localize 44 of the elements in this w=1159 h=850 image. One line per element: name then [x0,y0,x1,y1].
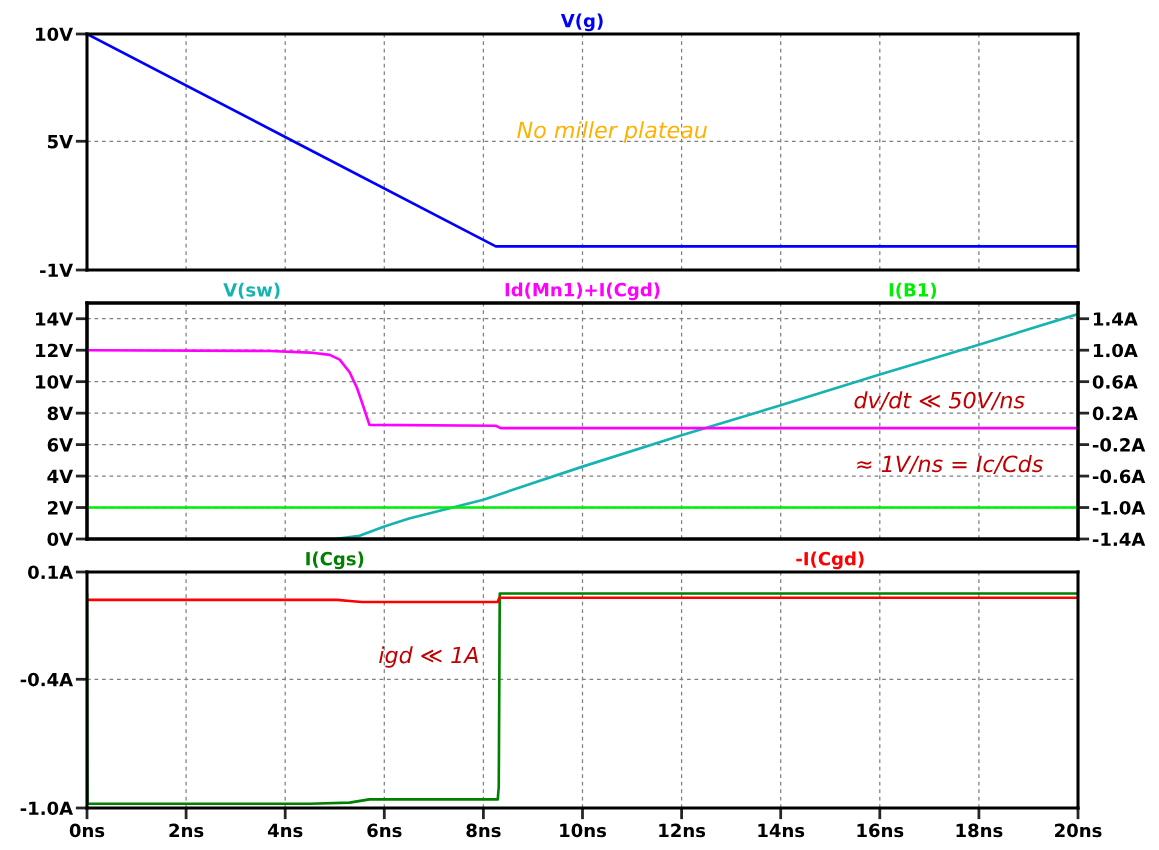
y-tick-label: 2V [48,500,74,515]
x-tick-label: 4ns [267,823,303,838]
x-tick-label: 8ns [466,823,501,838]
text: I(B1) [889,282,937,299]
y-tick-label: 0.1A [28,565,74,580]
x-tick-label: 16ns [857,823,904,838]
text: Id(Mn1)+I(Cgd) [505,282,660,301]
y-tick-label: -1V [40,263,74,277]
text: I(Cgs) [306,551,364,570]
x-tick-label: 2ns [169,823,204,838]
y-tick-label: 14V [36,312,74,326]
text: V(sw) [223,282,280,299]
y-tick-label: 8V [47,406,74,421]
y2-tick-label: -1.4A [1092,532,1146,546]
y2-tick-label: 0.6A [1092,375,1138,389]
x-tick-label: 6ns [367,823,402,838]
x-tick-label: 14ns [758,823,805,838]
y-tick-label: 10V [36,375,74,389]
y2-tick-label: -0.2A [1092,438,1146,452]
annotation: No miller plateau [517,121,707,143]
x-tick-label: 20ns [1055,823,1102,838]
x-tick-label: 12ns [659,823,706,838]
y-tick-label: 5V [47,134,74,149]
x-tick-label: 18ns [956,823,1003,838]
annotation: dv/dt ≪ 50V/ns [854,391,1025,411]
y-tick-label: 4V [47,469,74,483]
annotation: igd ≪ 1A [379,646,478,668]
annotation: ≈ 1V/ns = Ic/Cds [857,455,1043,475]
x-tick-label: 10ns [560,823,607,838]
y2-tick-label: -0.6A [1092,469,1146,484]
y-tick-label: -1.0A [20,801,74,816]
y2-tick-label: 1.4A [1093,312,1138,326]
y-tick-label: 10V [36,27,74,42]
x-tick-label: 0ns [69,823,105,838]
y2-tick-label: -1.0A [1092,500,1146,515]
y-tick-label: -0.4A [20,672,74,687]
y-tick-label: 12V [36,343,74,358]
y2-tick-label: 1.0A [1093,343,1138,358]
y-tick-label: 6V [47,438,74,452]
y-tick-label: 0V [47,532,74,547]
line-series [87,348,1078,430]
y2-tick-label: 0.2A [1092,406,1138,421]
series-label: -I(Cgd) [796,551,864,570]
text: V(g) [560,13,603,32]
